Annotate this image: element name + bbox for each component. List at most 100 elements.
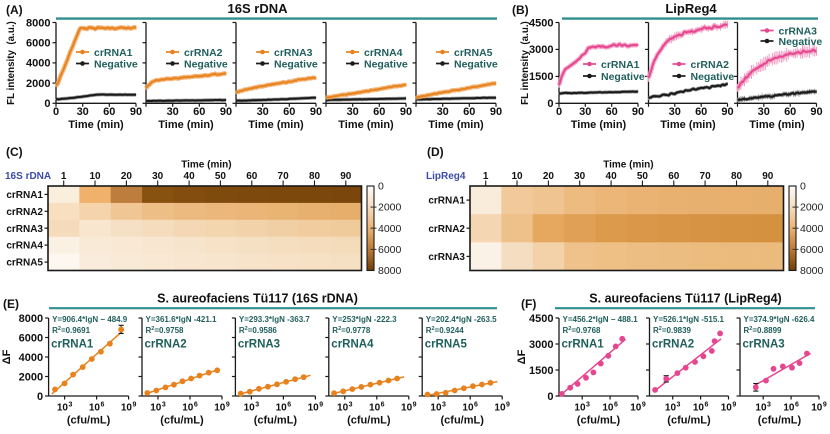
- svg-text:crRNA3: crRNA3: [6, 224, 43, 235]
- svg-text:crRNA3: crRNA3: [274, 47, 313, 59]
- svg-text:crRNA3: crRNA3: [428, 252, 465, 263]
- svg-text:(E): (E): [3, 297, 19, 311]
- svg-text:60: 60: [463, 106, 475, 118]
- svg-text:10: 10: [511, 171, 523, 182]
- svg-text:Y=906.4*lgN − 484.9: Y=906.4*lgN − 484.9: [52, 315, 128, 324]
- svg-text:3000: 3000: [529, 339, 553, 351]
- svg-text:50: 50: [215, 171, 227, 182]
- svg-text:crRNA2: crRNA2: [652, 339, 694, 351]
- svg-text:R2=0.9586: R2=0.9586: [239, 326, 278, 335]
- svg-text:crRNA1: crRNA1: [428, 196, 465, 207]
- svg-text:LipReg4: LipReg4: [665, 1, 717, 16]
- svg-text:90: 90: [220, 106, 232, 118]
- svg-text:16S rDNA: 16S rDNA: [228, 1, 289, 16]
- svg-text:60: 60: [695, 106, 707, 118]
- svg-text:90: 90: [762, 171, 774, 182]
- svg-text:0: 0: [53, 106, 59, 118]
- svg-text:40: 40: [184, 171, 196, 182]
- svg-text:20: 20: [121, 171, 133, 182]
- svg-text:60: 60: [283, 106, 295, 118]
- svg-text:LipReg4: LipReg4: [426, 171, 466, 182]
- svg-text:Negative: Negative: [601, 71, 645, 83]
- svg-text:90: 90: [490, 106, 502, 118]
- svg-text:40: 40: [606, 171, 618, 182]
- svg-text:0: 0: [44, 98, 50, 110]
- svg-text:R2=0.9778: R2=0.9778: [332, 326, 371, 335]
- svg-text:Y=526.1*lgN -515.1: Y=526.1*lgN -515.1: [653, 315, 724, 324]
- svg-text:30: 30: [77, 106, 89, 118]
- svg-text:S. aureofaciens Tü117 (16S rDN: S. aureofaciens Tü117 (16S rDNA): [157, 292, 358, 306]
- svg-text:4500: 4500: [529, 17, 553, 29]
- svg-text:6000: 6000: [19, 332, 43, 344]
- svg-text:crRNA3: crRNA3: [779, 25, 818, 37]
- svg-text:crRNA2: crRNA2: [428, 224, 465, 235]
- svg-text:Y=374.9*lgN -626.4: Y=374.9*lgN -626.4: [744, 315, 815, 324]
- svg-text:30: 30: [437, 106, 449, 118]
- svg-text:Y=253*lgN -222.3: Y=253*lgN -222.3: [332, 315, 397, 324]
- svg-text:4000: 4000: [26, 58, 50, 70]
- svg-text:60: 60: [373, 106, 385, 118]
- svg-text:8000: 8000: [26, 17, 50, 29]
- svg-text:crRNA5: crRNA5: [425, 339, 468, 351]
- svg-text:70: 70: [700, 171, 712, 182]
- svg-text:90: 90: [810, 106, 822, 118]
- svg-text:Negative: Negative: [454, 58, 498, 70]
- svg-text:4000: 4000: [800, 223, 824, 235]
- svg-text:(cfu/mL): (cfu/mL): [254, 415, 298, 427]
- svg-text:R2=0.9691: R2=0.9691: [52, 326, 91, 335]
- svg-text:4500: 4500: [529, 313, 553, 325]
- svg-text:0: 0: [556, 106, 562, 118]
- svg-text:90: 90: [130, 106, 142, 118]
- svg-text:Y=202.4*lgN -263.5: Y=202.4*lgN -263.5: [426, 315, 497, 324]
- svg-text:ΔF: ΔF: [1, 349, 13, 364]
- svg-text:0: 0: [37, 391, 43, 403]
- svg-text:50: 50: [637, 171, 649, 182]
- svg-text:Negative: Negative: [364, 58, 408, 70]
- svg-text:Time (min): Time (min): [338, 119, 394, 131]
- svg-text:6000: 6000: [800, 244, 824, 256]
- svg-text:Time (min): Time (min): [660, 119, 716, 131]
- svg-text:R2=0.9839: R2=0.9839: [653, 326, 692, 335]
- svg-text:6000: 6000: [26, 38, 50, 50]
- svg-text:4000: 4000: [19, 352, 43, 364]
- svg-text:Time (min): Time (min): [68, 119, 124, 131]
- svg-text:Time (min): Time (min): [248, 119, 304, 131]
- svg-text:0: 0: [547, 391, 553, 403]
- svg-text:4000: 4000: [378, 223, 402, 235]
- svg-text:crRNA5: crRNA5: [6, 258, 43, 269]
- svg-text:Y=293.3*lgN -363.7: Y=293.3*lgN -363.7: [239, 315, 310, 324]
- svg-text:crRNA4: crRNA4: [364, 47, 403, 59]
- svg-text:R2=0.8899: R2=0.8899: [744, 326, 783, 335]
- svg-text:R2=0.9244: R2=0.9244: [426, 326, 465, 335]
- svg-text:(cfu/mL): (cfu/mL): [577, 415, 621, 427]
- svg-text:Time (min): Time (min): [158, 119, 214, 131]
- svg-text:R2=0.9758: R2=0.9758: [146, 326, 185, 335]
- svg-text:(cfu/mL): (cfu/mL): [67, 415, 111, 427]
- svg-text:30: 30: [152, 171, 164, 182]
- svg-text:0: 0: [800, 181, 806, 193]
- svg-text:Time (min): Time (min): [571, 119, 627, 131]
- svg-text:Negative: Negative: [184, 58, 228, 70]
- svg-text:crRNA2: crRNA2: [145, 339, 187, 351]
- svg-text:20: 20: [543, 171, 555, 182]
- svg-text:30: 30: [167, 106, 179, 118]
- svg-text:(B): (B): [512, 3, 529, 17]
- svg-text:60: 60: [246, 171, 258, 182]
- svg-text:crRNA1: crRNA1: [51, 339, 94, 351]
- svg-text:Time (min): Time (min): [428, 119, 484, 131]
- svg-text:60: 60: [606, 106, 618, 118]
- svg-text:1: 1: [483, 171, 489, 182]
- svg-text:30: 30: [574, 171, 586, 182]
- svg-text:crRNA3: crRNA3: [238, 339, 280, 351]
- svg-text:80: 80: [309, 171, 321, 182]
- svg-text:90: 90: [400, 106, 412, 118]
- svg-text:2000: 2000: [19, 371, 43, 383]
- svg-text:crRNA2: crRNA2: [691, 59, 730, 71]
- svg-text:30: 30: [758, 106, 770, 118]
- svg-text:0: 0: [547, 98, 553, 110]
- svg-text:1500: 1500: [529, 71, 553, 83]
- svg-text:crRNA2: crRNA2: [184, 47, 223, 59]
- svg-text:(A): (A): [6, 3, 23, 17]
- svg-text:crRNA1: crRNA1: [6, 190, 43, 201]
- svg-text:60: 60: [193, 106, 205, 118]
